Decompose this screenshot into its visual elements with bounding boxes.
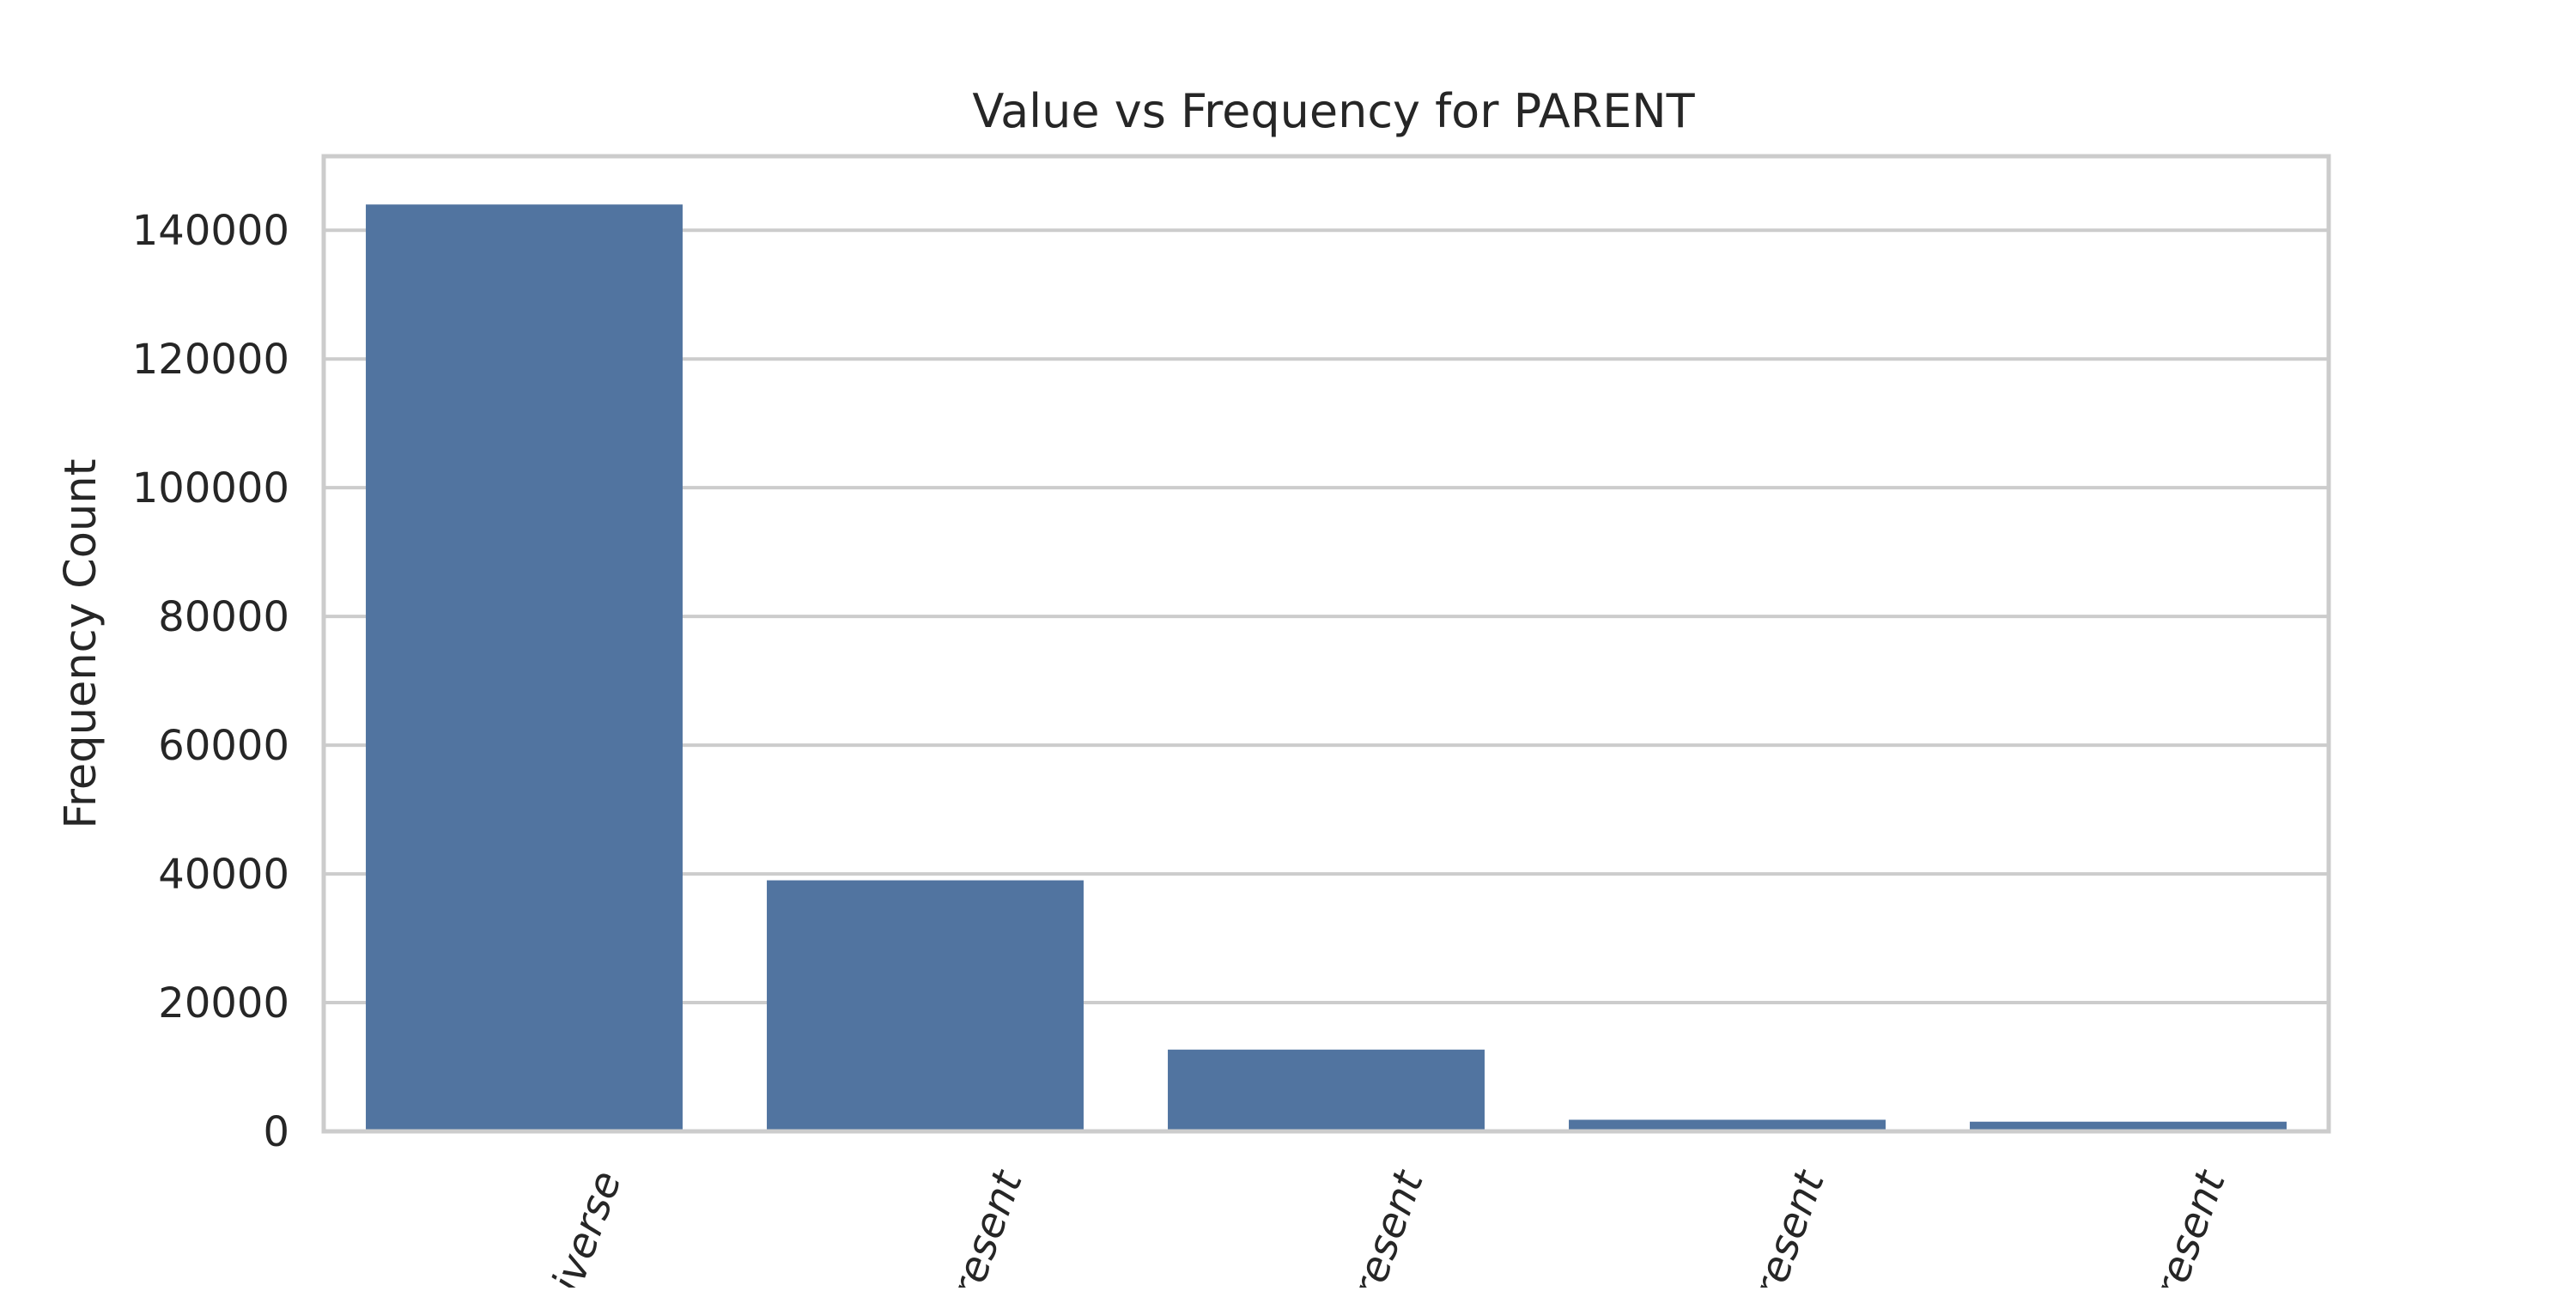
- bar: [366, 204, 683, 1131]
- y-tick-label: 20000: [158, 979, 289, 1027]
- y-tick-label: 60000: [158, 722, 289, 770]
- bar: [1970, 1121, 2287, 1131]
- y-tick-labels: 0 20000 40000 60000 80000 100000 120000 140000: [132, 207, 289, 1156]
- y-tick-label: 40000: [158, 851, 289, 899]
- y-tick-label: 0: [263, 1108, 289, 1156]
- chart-title: Value vs Frequency for PARENT: [972, 84, 1695, 138]
- bars: [366, 204, 2287, 1131]
- y-tick-label: 80000: [158, 593, 289, 641]
- bar: [767, 880, 1084, 1131]
- y-tick-label: 100000: [132, 464, 289, 512]
- y-tick-label: 120000: [132, 336, 289, 384]
- bar: [1168, 1049, 1485, 1131]
- bar: [1569, 1119, 1886, 1131]
- plot-frame: [321, 154, 2331, 1134]
- y-tick-label: 140000: [132, 207, 289, 255]
- y-axis-label: Frequency Count: [56, 458, 106, 828]
